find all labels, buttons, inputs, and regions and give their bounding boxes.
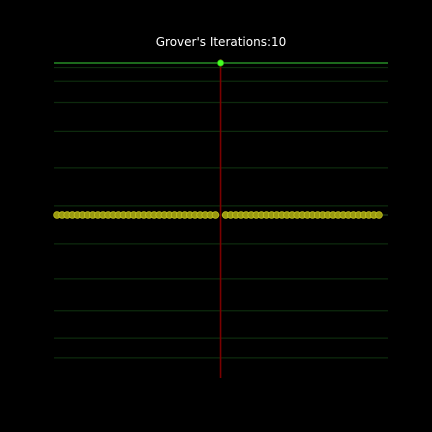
amplitude-point-31 — [211, 211, 220, 219]
amplitude-points — [53, 59, 383, 219]
chart-title: Grover's Iterations:10 — [156, 35, 287, 49]
marked-state-point — [217, 59, 225, 67]
amplitude-point-63 — [375, 211, 383, 219]
